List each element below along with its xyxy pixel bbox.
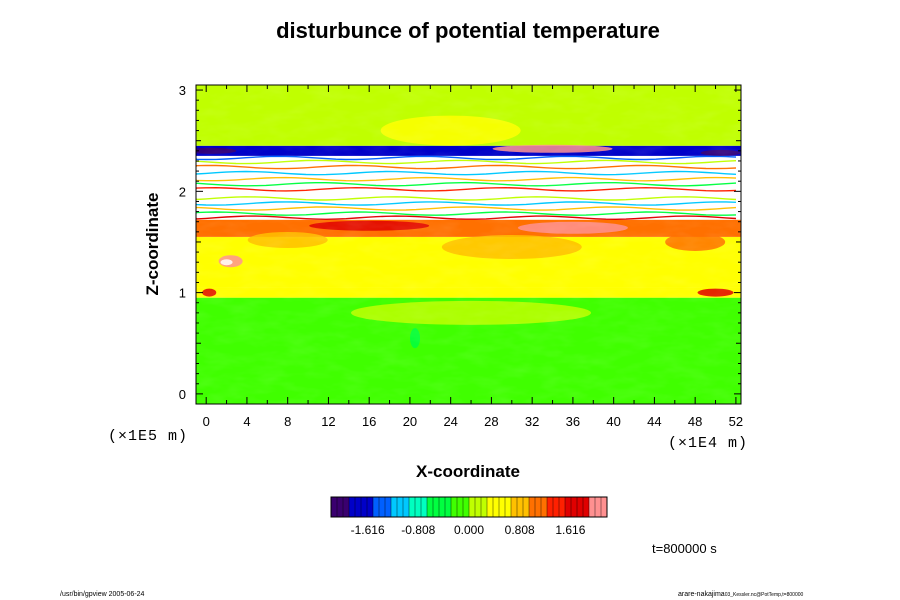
x-tick-label-52: 52	[729, 414, 743, 429]
colorbar-cell-23	[469, 497, 475, 517]
colorbar-cell-2	[343, 497, 349, 517]
colorbar-cell-0	[331, 497, 337, 517]
x-tick-label-20: 20	[403, 414, 417, 429]
y-tick-label-1: 1	[179, 286, 186, 301]
colorbar-cell-31	[517, 497, 523, 517]
x-axis-label: X-coordinate	[416, 462, 520, 481]
x-tick-label-12: 12	[321, 414, 335, 429]
y-tick-label-3: 3	[179, 83, 186, 98]
colorbar-cell-9	[385, 497, 391, 517]
colorbar-cell-39	[565, 497, 571, 517]
footer-left: /usr/bin/gpview 2005-06-24	[60, 591, 145, 598]
x-tick-label-28: 28	[484, 414, 498, 429]
colorbar-tick-label-1: -0.808	[401, 523, 435, 537]
x-tick-label-32: 32	[525, 414, 539, 429]
colorbar-cell-26	[487, 497, 493, 517]
colorbar-tick-label-3: 0.808	[505, 523, 535, 537]
colorbar-cell-21	[457, 497, 463, 517]
y-tick-label-0: 0	[179, 387, 186, 402]
colorbar-cell-40	[571, 497, 577, 517]
x-tick-label-4: 4	[243, 414, 250, 429]
colorbar-cell-17	[433, 497, 439, 517]
colorbar-cell-8	[379, 497, 385, 517]
footer-right-author: arare-nakajima	[678, 591, 725, 598]
colorbar-cell-41	[577, 497, 583, 517]
footer-right: arare-nakajima03_Kessler.nc@PotTemp,t=80…	[678, 591, 804, 598]
colorbar-ticks: -1.616 -0.808 0.000 0.808 1.616	[351, 523, 586, 537]
colorbar-cell-38	[559, 497, 565, 517]
colorbar-cell-6	[367, 497, 373, 517]
colorbar-cell-33	[529, 497, 535, 517]
colorbar-cell-35	[541, 497, 547, 517]
colorbar-cell-5	[361, 497, 367, 517]
plot-area	[186, 85, 741, 404]
x-tick-label-24: 24	[443, 414, 457, 429]
x-tick-label-0: 0	[203, 414, 210, 429]
y-tick-label-2: 2	[179, 184, 186, 199]
x-tick-label-40: 40	[606, 414, 620, 429]
colorbar-cell-15	[421, 497, 427, 517]
colorbar-cell-10	[391, 497, 397, 517]
colorbar-cell-13	[409, 497, 415, 517]
colorbar-cell-24	[475, 497, 481, 517]
colorbar-cell-3	[349, 497, 355, 517]
colorbar-cell-36	[547, 497, 553, 517]
colorbar-cell-18	[439, 497, 445, 517]
x-tick-label-48: 48	[688, 414, 702, 429]
x-axis-unit: (×1E4 m)	[668, 435, 748, 452]
chart-title: disturbunce of potential temperature	[276, 18, 660, 43]
colorbar-cell-37	[553, 497, 559, 517]
colorbar-cell-42	[583, 497, 589, 517]
colorbar-cell-28	[499, 497, 505, 517]
colorbar-cell-25	[481, 497, 487, 517]
colorbar-cell-7	[373, 497, 379, 517]
colorbar-tick-label-0: -1.616	[351, 523, 385, 537]
colorbar-cell-34	[535, 497, 541, 517]
time-label: t=800000 s	[652, 541, 717, 556]
colorbar-cell-32	[523, 497, 529, 517]
colorbar-cell-30	[511, 497, 517, 517]
x-tick-label-44: 44	[647, 414, 661, 429]
colorbar	[331, 497, 607, 517]
colorbar-cell-29	[505, 497, 511, 517]
colorbar-cell-4	[355, 497, 361, 517]
colorbar-cell-20	[451, 497, 457, 517]
colorbar-cell-45	[601, 497, 607, 517]
y-axis-unit: (×1E5 m)	[108, 428, 188, 445]
y-axis-label: Z-coordinate	[143, 193, 162, 296]
x-tick-label-8: 8	[284, 414, 291, 429]
colorbar-cell-1	[337, 497, 343, 517]
colorbar-tick-label-4: 1.616	[555, 523, 585, 537]
colorbar-cell-44	[595, 497, 601, 517]
colorbar-cell-16	[427, 497, 433, 517]
x-tick-label-36: 36	[566, 414, 580, 429]
colorbar-cell-14	[415, 497, 421, 517]
colorbar-cell-22	[463, 497, 469, 517]
colorbar-cell-12	[403, 497, 409, 517]
colorbar-cell-19	[445, 497, 451, 517]
turbulence-texture	[196, 85, 741, 404]
colorbar-tick-label-2: 0.000	[454, 523, 484, 537]
x-tick-label-16: 16	[362, 414, 376, 429]
colorbar-cell-43	[589, 497, 595, 517]
colorbar-cell-11	[397, 497, 403, 517]
footer-right-source: 03_Kessler.nc@PotTemp,t=800000	[725, 592, 804, 598]
colorbar-cell-27	[493, 497, 499, 517]
